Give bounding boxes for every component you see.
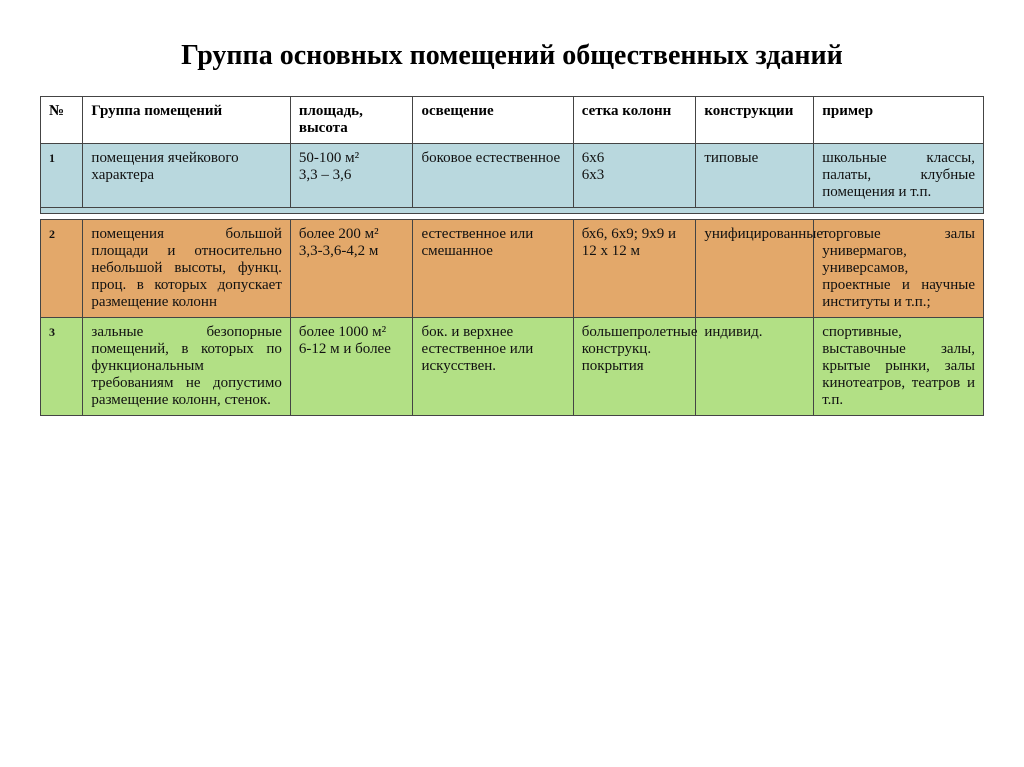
table-row: 2 помещения большой площади и относитель… <box>41 220 984 318</box>
cell-area: более 200 м²3,3-3,6-4,2 м <box>290 220 413 318</box>
cell-group: зальные безопорные помещений, в которых … <box>83 318 290 416</box>
cell-constr: унифицированные <box>696 220 814 318</box>
cell-light: естественное или смешанное <box>413 220 573 318</box>
cell-example: торговые залы универмагов, универсамов, … <box>814 220 984 318</box>
cell-num: 1 <box>41 144 83 208</box>
table-row: 1 помещения ячейкового характера 50-100 … <box>41 144 984 208</box>
cell-area: более 1000 м²6-12 м и более <box>290 318 413 416</box>
cell-area: 50-100 м²3,3 – 3,6 <box>290 144 413 208</box>
cell-grid: большепролетные конструкц. покрытия <box>573 318 696 416</box>
col-num: № <box>41 97 83 144</box>
cell-constr: типовые <box>696 144 814 208</box>
rooms-table: № Группа помещений площадь, высота освещ… <box>40 96 984 416</box>
cell-group: помещения большой площади и относительно… <box>83 220 290 318</box>
col-light: освещение <box>413 97 573 144</box>
cell-light: боковое естественное <box>413 144 573 208</box>
cell-constr: индивид. <box>696 318 814 416</box>
col-example: пример <box>814 97 984 144</box>
cell-example: спортивные, выставочные залы, крытые рын… <box>814 318 984 416</box>
cell-num: 3 <box>41 318 83 416</box>
cell-example: школьные классы, палаты, клубные помещен… <box>814 144 984 208</box>
cell-light: бок. и верхнее естественное или искусств… <box>413 318 573 416</box>
col-group: Группа помещений <box>83 97 290 144</box>
col-area: площадь, высота <box>290 97 413 144</box>
cell-grid: 6х66х3 <box>573 144 696 208</box>
col-constr: конструкции <box>696 97 814 144</box>
cell-grid: бх6, 6х9; 9х9 и12 х 12 м <box>573 220 696 318</box>
cell-group: помещения ячейкового характера <box>83 144 290 208</box>
table-row: 3 зальные безопорные помещений, в которы… <box>41 318 984 416</box>
col-grid: сетка колонн <box>573 97 696 144</box>
cell-num: 2 <box>41 220 83 318</box>
page-title: Группа основных помещений общественных з… <box>40 40 984 72</box>
table-header-row: № Группа помещений площадь, высота освещ… <box>41 97 984 144</box>
